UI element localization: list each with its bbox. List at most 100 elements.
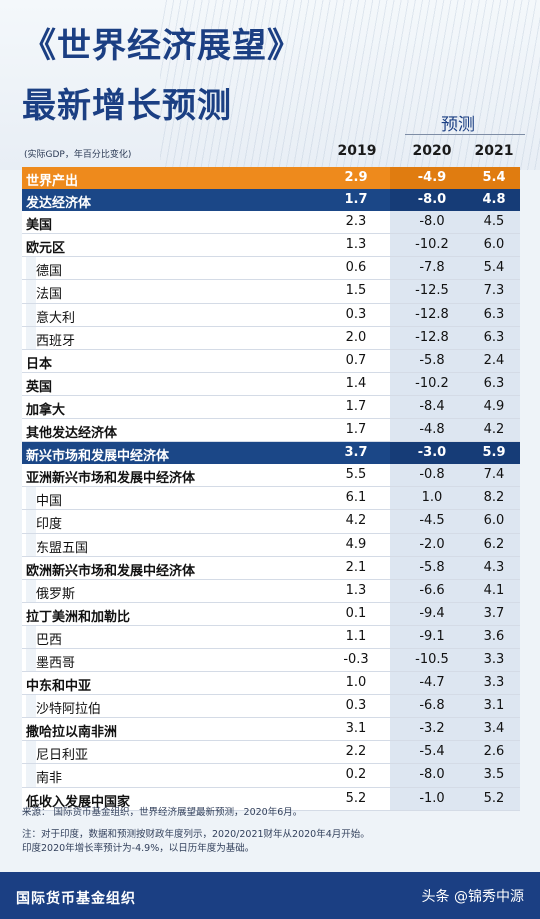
footnote-2: 印度2020年增长率预计为-4.9%，以日历年度为基础。 [22,843,255,854]
table-row: 墨西哥 -0.3 -10.5 3.3 [22,648,520,673]
cell-2021: 6.0 [483,513,505,529]
cell-2019: 4.2 [345,513,367,529]
row-label: 拉丁美洲和加勒比 [26,609,131,625]
cell-2021: 3.5 [483,767,505,783]
indent-marker [26,510,36,533]
row-label: 沙特阿拉伯 [36,702,102,718]
row-label: 新兴市场和发展中经济体 [26,449,170,465]
cell-2019: 5.5 [345,467,367,483]
forecast-column-shade [390,372,520,395]
cell-2019: 2.3 [345,214,367,230]
cell-2020: -8.0 [419,767,445,783]
forecast-column-shade [390,326,520,349]
cell-2021: 3.4 [483,721,505,737]
table-row: 尼日利亚 2.2 -5.4 2.6 [22,741,520,765]
cell-2021: 5.4 [483,260,505,276]
header-banner [0,0,540,170]
table-row: 美国 2.3 -8.0 4.5 [22,211,520,235]
row-label: 法国 [36,287,63,303]
table-row: 中国 6.1 1.0 8.2 [22,487,520,511]
source-note: 来源： 国际货币基金组织，世界经济展望最新预测，2020年6月。 [22,807,303,818]
forecast-column-shade [390,487,520,510]
forecast-column-shade [390,464,520,487]
row-label: 西班牙 [36,333,76,349]
cell-2021: 4.2 [483,422,505,438]
table-row: 新兴市场和发展中经济体 3.7 -3.0 5.9 [22,442,520,465]
cell-2020: -1.0 [419,790,445,806]
row-label: 南非 [36,771,63,787]
cell-2019: 2.1 [345,559,367,575]
cell-2021: 7.3 [483,283,505,299]
cell-2019: 1.7 [345,398,367,414]
footer-watermark: 头条 @锦秀中源 [421,889,524,905]
cell-2021: 4.9 [483,398,505,414]
cell-2021: 5.4 [482,170,506,185]
cell-2019: 6.1 [345,490,367,506]
cell-2021: 3.3 [483,675,505,691]
forecast-column-shade [390,741,520,764]
forecast-column-shade [390,764,520,787]
row-label: 发达经济体 [26,196,92,212]
indent-marker [26,487,36,510]
page-title: 《世界经济展望》 [22,26,302,66]
cell-2020: -8.0 [419,214,445,230]
unit-note: (实际GDP，年百分比变化) [24,150,132,160]
table-row: 东盟五国 4.9 -2.0 6.2 [22,533,520,557]
table-row: 撒哈拉以南非洲 3.1 -3.2 3.4 [22,718,520,742]
cell-2021: 6.2 [483,536,505,552]
cell-2020: -6.6 [419,582,445,598]
table-row: 亚洲新兴市场和发展中经济体 5.5 -0.8 7.4 [22,464,520,488]
indent-marker [26,741,36,764]
cell-2019: 0.3 [345,306,367,322]
forecast-label: 预测 [441,115,475,135]
forecast-column-shade [390,672,520,695]
cell-2019: 1.5 [345,283,367,299]
cell-2020: -9.1 [419,628,445,644]
notes: 来源： 国际货币基金组织，世界经济展望最新预测，2020年6月。 注：对于印度，… [22,806,522,856]
cell-2021: 6.0 [483,237,505,253]
cell-2020: -12.8 [415,306,449,322]
cell-2021: 5.9 [482,445,506,461]
cell-2021: 4.3 [483,559,505,575]
year-header-2019: 2019 [337,143,377,159]
forecast-column-shade [390,695,520,718]
cell-2019: 0.7 [345,352,367,368]
cell-2019: 5.2 [345,790,367,806]
year-header-2021: 2021 [474,143,514,159]
table-row: 欧元区 1.3 -10.2 6.0 [22,234,520,258]
cell-2021: 2.6 [483,744,505,760]
table-header: (实际GDP，年百分比变化) 2019 2020 2021 [22,140,520,166]
forecast-column-shade [390,533,520,556]
table-row: 中东和中亚 1.0 -4.7 3.3 [22,672,520,696]
cell-2019: 2.2 [345,744,367,760]
row-label: 印度 [36,517,63,533]
row-label: 德国 [36,264,63,280]
forecast-column-shade [390,625,520,648]
cell-2020: -9.4 [419,605,445,621]
row-label: 中国 [36,494,63,510]
cell-2019: 1.0 [345,675,367,691]
cell-2021: 5.2 [483,790,505,806]
indent-marker [26,764,36,787]
forecast-column-shade [390,189,520,212]
cell-2021: 8.2 [483,490,505,506]
year-header-2020: 2020 [412,143,452,159]
forecast-column-shade [390,257,520,280]
row-label: 其他发达经济体 [26,426,118,442]
cell-2020: -7.8 [419,260,445,276]
decorative-pattern [160,0,540,170]
cell-2021: 2.4 [483,352,505,368]
table-row: 俄罗斯 1.3 -6.6 4.1 [22,579,520,603]
cell-2020: -0.8 [419,467,445,483]
row-label: 意大利 [36,310,76,326]
row-label: 日本 [26,356,53,372]
cell-2019: 4.9 [345,536,367,552]
cell-2020: -8.4 [419,398,445,414]
row-label: 撒哈拉以南非洲 [26,725,118,741]
table-row: 沙特阿拉伯 0.3 -6.8 3.1 [22,695,520,719]
row-label: 东盟五国 [36,540,89,556]
table-row: 意大利 0.3 -12.8 6.3 [22,303,520,327]
indent-marker [26,303,36,326]
cell-2019: 0.2 [345,767,367,783]
cell-2021: 3.7 [483,605,505,621]
